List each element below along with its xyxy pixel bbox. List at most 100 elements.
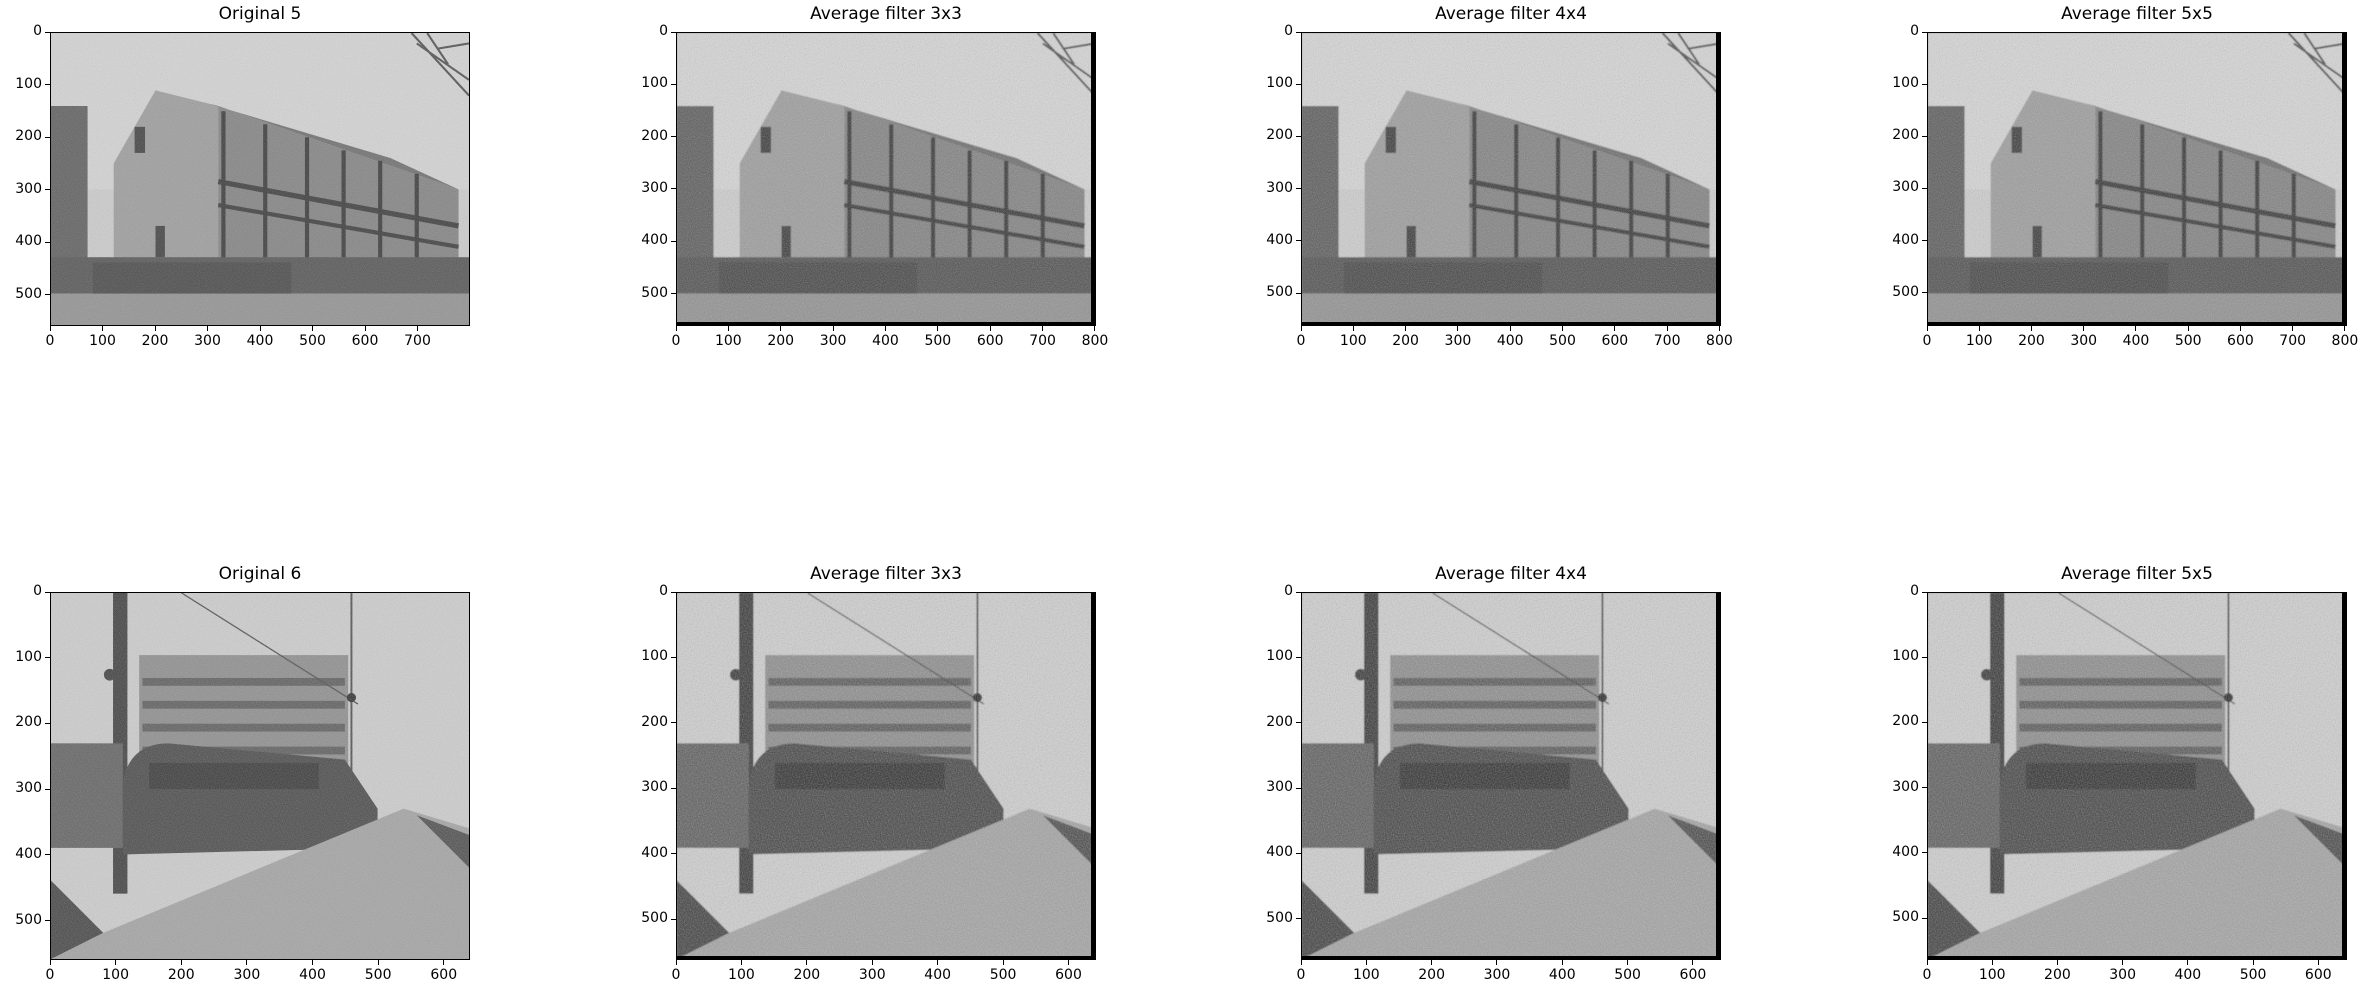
x-tick-label: 100: [1965, 333, 1993, 349]
x-tick-label: 400: [924, 967, 952, 983]
subplot-2: Average filter 3x3: [641, 4, 1108, 358]
y-tick-label: 200: [15, 714, 42, 731]
x-tick-mark: [1718, 326, 1720, 331]
x-tick-label: 400: [1496, 333, 1524, 349]
x-tick-label: 300: [819, 333, 847, 349]
subplot-title: Average filter 5x5: [2061, 564, 2213, 584]
y-tick-label: 200: [1892, 713, 1919, 730]
x-tick-mark: [207, 326, 208, 331]
x-tick-label: 300: [858, 967, 886, 983]
x-tick-label: 0: [1296, 967, 1306, 983]
x-tick-mark: [2317, 960, 2319, 965]
x-tick-label: 200: [1392, 333, 1419, 349]
x-tick-mark: [49, 326, 51, 331]
padding-edge: [676, 956, 1096, 960]
y-tick-mark: [45, 189, 50, 190]
x-tick-label: 300: [1444, 333, 1472, 349]
x-tick-mark: [1926, 960, 1928, 965]
x-tick-mark: [2030, 326, 2032, 331]
x-tick-mark: [2239, 326, 2241, 331]
x-tick-label: 100: [1339, 333, 1367, 349]
x-tick-mark: [1666, 326, 1668, 331]
subplot-1: Original 5: [15, 4, 470, 358]
y-tick-mark: [671, 918, 676, 920]
y-tick-label: 400: [641, 232, 668, 249]
x-tick-mark: [102, 326, 103, 331]
x-tick-label: 100: [1352, 967, 1380, 983]
x-tick-label: 600: [2304, 967, 2332, 983]
y-tick-label: 300: [15, 780, 42, 797]
house-grayscale-smoothed-image: [676, 32, 1096, 326]
x-tick-mark: [1042, 326, 1044, 331]
x-tick-label: 200: [1418, 967, 1445, 983]
y-tick-label: 0: [659, 23, 668, 39]
y-tick-label: 0: [1284, 583, 1293, 599]
x-tick-mark: [417, 326, 418, 331]
padding-edge: [1927, 322, 2347, 326]
x-tick-label: 700: [1653, 333, 1681, 349]
y-tick-mark: [1922, 187, 1927, 189]
y-tick-label: 500: [1266, 909, 1293, 926]
y-tick-label: 400: [1892, 843, 1919, 860]
subplot-title: Average filter 4x4: [1435, 564, 1587, 584]
y-tick-mark: [1922, 721, 1927, 723]
padding-edge: [676, 322, 1096, 326]
y-tick-label: 400: [15, 233, 42, 249]
y-tick-mark: [45, 854, 50, 856]
x-tick-mark: [937, 960, 939, 965]
y-tick-label: 100: [1266, 75, 1293, 92]
x-tick-label: 300: [233, 967, 261, 983]
y-tick-label: 200: [15, 128, 42, 144]
x-tick-label: 500: [1614, 967, 1641, 983]
x-tick-label: 700: [1029, 333, 1056, 349]
y-tick-mark: [45, 84, 50, 85]
x-tick-mark: [312, 960, 313, 965]
x-tick-mark: [1094, 326, 1096, 331]
x-tick-label: 700: [2279, 333, 2307, 349]
y-tick-label: 300: [15, 180, 42, 197]
y-tick-mark: [45, 788, 50, 790]
x-tick-label: 500: [2239, 967, 2267, 983]
x-tick-label: 500: [299, 333, 326, 349]
x-tick-label: 600: [1601, 333, 1629, 349]
x-tick-mark: [2083, 326, 2085, 331]
x-tick-mark: [1068, 960, 1070, 965]
padding-edge: [2342, 592, 2347, 960]
x-tick-mark: [675, 326, 677, 331]
y-tick-label: 500: [641, 284, 668, 301]
y-tick-label: 300: [641, 179, 668, 196]
x-tick-mark: [1561, 960, 1563, 965]
x-tick-mark: [1405, 326, 1407, 331]
x-tick-label: 400: [2122, 333, 2150, 349]
x-tick-mark: [2056, 960, 2058, 965]
x-tick-mark: [675, 960, 677, 965]
y-tick-label: 300: [1892, 778, 1919, 795]
y-tick-mark: [671, 83, 676, 85]
x-tick-mark: [1627, 960, 1629, 965]
x-tick-mark: [364, 326, 366, 331]
y-tick-label: 400: [1266, 231, 1293, 248]
x-tick-mark: [2292, 326, 2294, 331]
y-tick-label: 100: [1892, 75, 1919, 92]
y-tick-mark: [1922, 787, 1927, 789]
x-tick-label: 300: [2109, 967, 2137, 983]
subplot-title: Original 5: [218, 4, 302, 24]
x-tick-mark: [871, 960, 873, 965]
x-tick-mark: [937, 326, 939, 331]
x-tick-mark: [312, 326, 313, 331]
x-tick-mark: [2252, 960, 2254, 965]
y-tick-mark: [1296, 83, 1301, 85]
x-tick-mark: [1300, 326, 1302, 331]
y-tick-mark: [671, 188, 676, 190]
x-tick-mark: [832, 326, 834, 331]
x-tick-label: 300: [1483, 967, 1511, 983]
x-tick-label: 100: [1978, 967, 2006, 983]
y-tick-mark: [1296, 787, 1301, 789]
y-tick-mark: [1922, 852, 1927, 854]
x-tick-mark: [2187, 960, 2189, 965]
x-tick-mark: [1457, 326, 1459, 331]
y-tick-label: 500: [641, 910, 668, 927]
x-tick-label: 400: [246, 333, 274, 349]
y-tick-mark: [1922, 591, 1927, 593]
y-tick-mark: [1922, 31, 1927, 33]
